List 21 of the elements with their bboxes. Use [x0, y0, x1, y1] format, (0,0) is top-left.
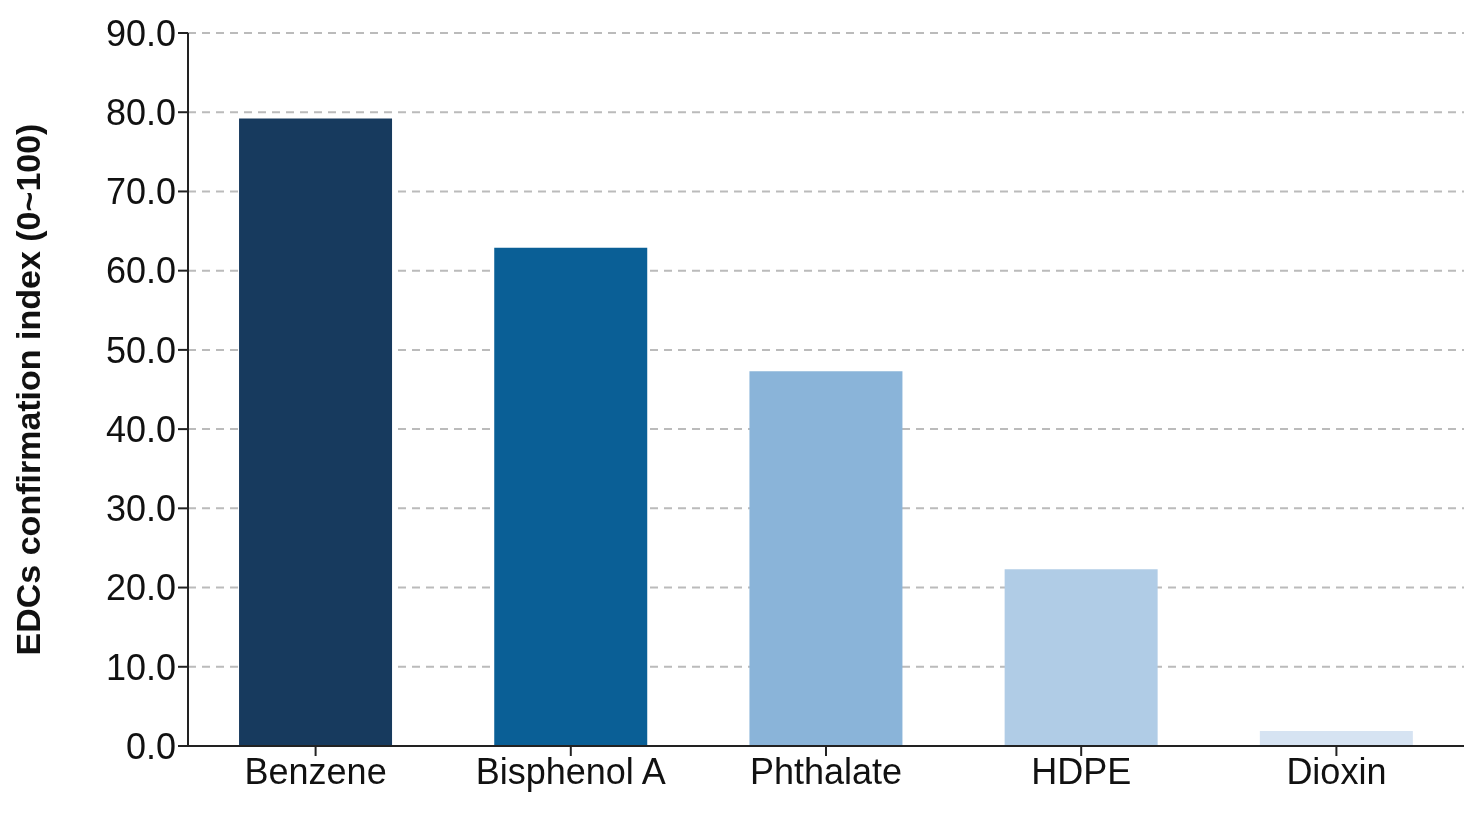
x-tick-label: Phthalate: [749, 750, 903, 792]
bar: [494, 247, 648, 746]
y-tick-label: 90.0: [105, 12, 176, 54]
y-tick-label: 60.0: [105, 250, 176, 292]
x-tick-label: Bisphenol A: [475, 750, 666, 792]
bar: [1259, 730, 1413, 746]
y-axis-title: EDCs confirmation index (0~100): [9, 123, 48, 656]
y-tick-label: 40.0: [105, 408, 176, 450]
y-tick-label: 50.0: [105, 329, 176, 371]
y-tick-label: 0.0: [125, 725, 176, 767]
x-tick-label: HDPE: [1031, 750, 1132, 792]
y-tick-label: 10.0: [105, 646, 176, 688]
bar: [749, 371, 903, 746]
y-tick-label: 30.0: [105, 488, 176, 530]
y-tick-label: 20.0: [105, 567, 176, 609]
y-tick-label: 70.0: [105, 171, 176, 213]
x-tick-label: Dioxin: [1286, 750, 1387, 792]
bar: [1004, 569, 1158, 746]
x-tick-label: Benzene: [244, 750, 387, 792]
bar: [239, 118, 393, 746]
y-tick-label: 80.0: [105, 92, 176, 133]
